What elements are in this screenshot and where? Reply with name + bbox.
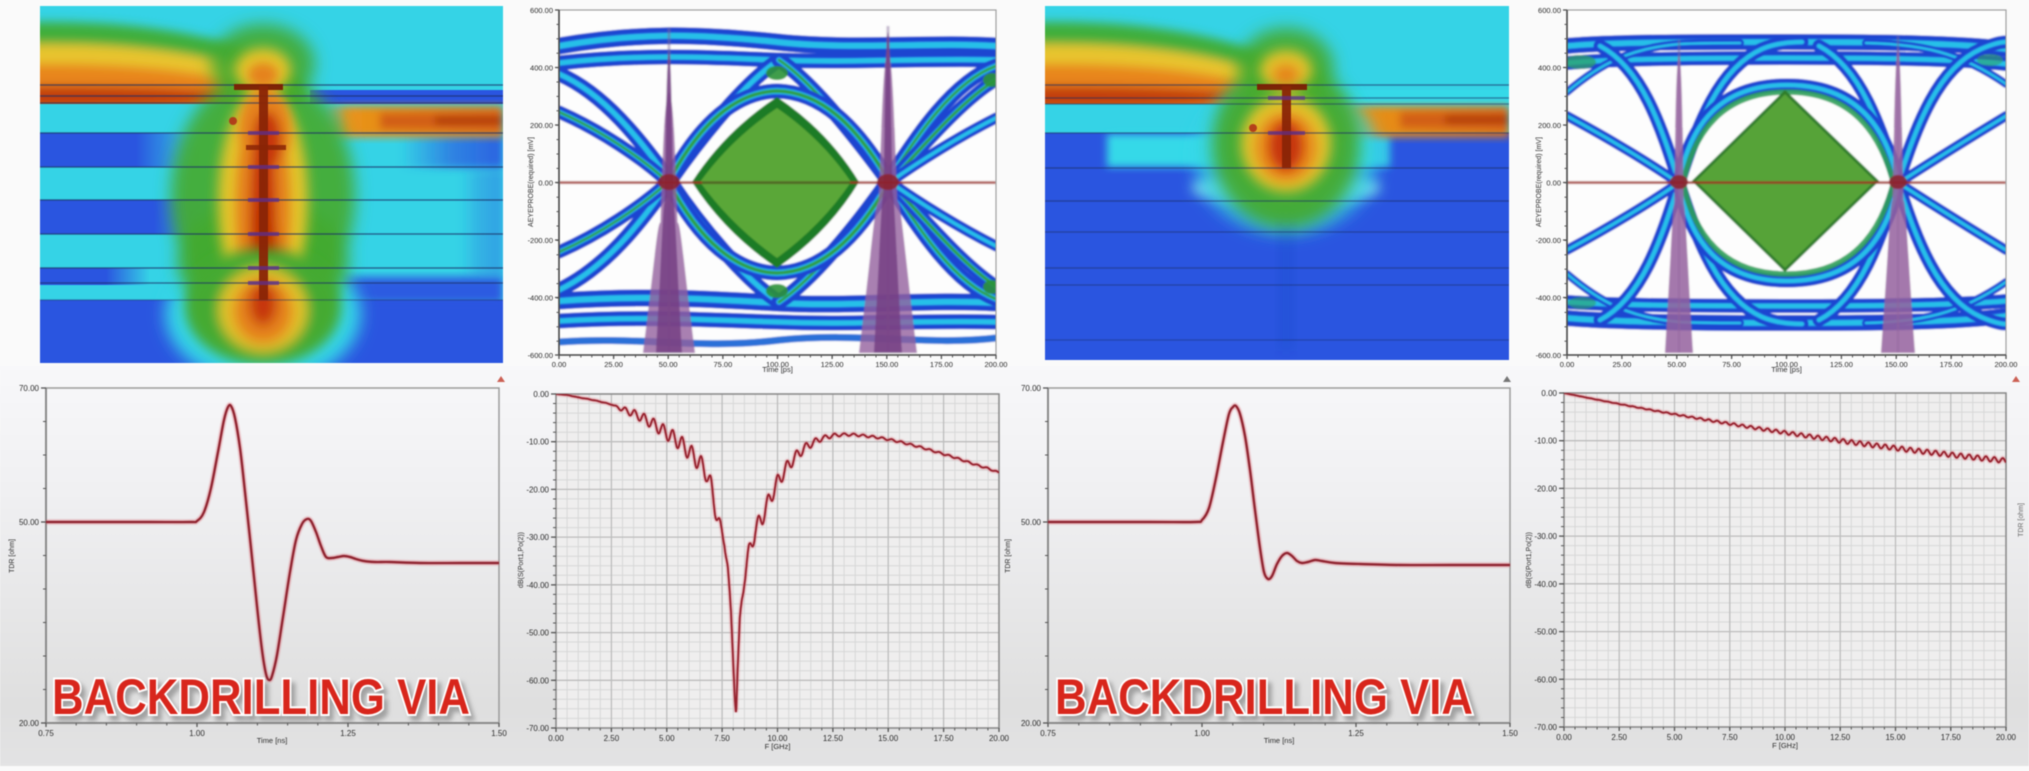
svg-text:0.00: 0.00: [1546, 179, 1561, 188]
svg-text:175.00: 175.00: [930, 360, 953, 369]
svg-text:15.00: 15.00: [1885, 733, 1906, 742]
svg-text:-70.00: -70.00: [526, 724, 549, 733]
svg-text:10.00: 10.00: [1775, 733, 1796, 742]
svg-text:0.00: 0.00: [533, 390, 549, 399]
svg-text:600.00: 600.00: [1538, 6, 1561, 15]
svg-text:5.00: 5.00: [659, 734, 675, 743]
svg-text:0.00: 0.00: [538, 179, 553, 188]
svg-text:-600.00: -600.00: [1536, 351, 1561, 360]
svg-text:dB(S(Port1,Po(2)): dB(S(Port1,Po(2)): [1526, 532, 1533, 588]
svg-text:20.00: 20.00: [19, 719, 40, 728]
svg-text:TDR [ohm]: TDR [ohm]: [2018, 503, 2025, 537]
svg-text:BACKDRILLING VIA: BACKDRILLING VIA: [52, 669, 470, 725]
svg-text:150.00: 150.00: [875, 360, 898, 369]
svg-text:70.00: 70.00: [19, 384, 40, 393]
svg-text:50.00: 50.00: [19, 518, 40, 527]
svg-text:-200.00: -200.00: [528, 236, 553, 245]
svg-text:Time [ns]: Time [ns]: [1264, 736, 1295, 745]
svg-text:F [GHz]: F [GHz]: [765, 742, 791, 751]
svg-text:200.00: 200.00: [1995, 360, 2018, 369]
svg-text:2.50: 2.50: [1611, 733, 1627, 742]
svg-text:125.00: 125.00: [1830, 360, 1853, 369]
svg-text:125.00: 125.00: [821, 360, 844, 369]
svg-text:AEYEPROBE(required) [mV]: AEYEPROBE(required) [mV]: [528, 137, 535, 227]
svg-text:12.50: 12.50: [823, 734, 844, 743]
svg-text:-50.00: -50.00: [1534, 628, 1557, 637]
svg-text:BACKDRILLING VIA: BACKDRILLING VIA: [1055, 669, 1473, 725]
svg-text:75.00: 75.00: [714, 360, 733, 369]
svg-text:1.50: 1.50: [1502, 729, 1518, 738]
svg-text:0.00: 0.00: [548, 734, 564, 743]
svg-text:100.00: 100.00: [766, 360, 789, 369]
svg-text:1.00: 1.00: [189, 729, 205, 738]
svg-text:15.00: 15.00: [878, 734, 899, 743]
svg-text:0.00: 0.00: [1541, 389, 1557, 398]
svg-text:100.00: 100.00: [1775, 360, 1798, 369]
svg-text:75.00: 75.00: [1722, 360, 1741, 369]
svg-text:200.00: 200.00: [530, 121, 553, 130]
svg-text:-50.00: -50.00: [526, 629, 549, 638]
svg-text:-40.00: -40.00: [526, 581, 549, 590]
svg-text:-30.00: -30.00: [526, 533, 549, 542]
svg-text:-40.00: -40.00: [1534, 580, 1557, 589]
svg-text:-60.00: -60.00: [526, 676, 549, 685]
svg-text:10.00: 10.00: [767, 734, 788, 743]
svg-text:-400.00: -400.00: [528, 294, 553, 303]
svg-text:1.00: 1.00: [1194, 729, 1210, 738]
svg-text:0.00: 0.00: [552, 360, 567, 369]
svg-text:25.00: 25.00: [1613, 360, 1632, 369]
svg-text:dB(S(Port1,Po(2)): dB(S(Port1,Po(2)): [518, 532, 525, 588]
svg-text:-10.00: -10.00: [1534, 437, 1557, 446]
svg-text:-10.00: -10.00: [526, 438, 549, 447]
svg-text:400.00: 400.00: [1538, 64, 1561, 73]
svg-text:5.00: 5.00: [1667, 733, 1683, 742]
svg-text:20.00: 20.00: [1996, 733, 2017, 742]
svg-text:17.50: 17.50: [1941, 733, 1962, 742]
svg-text:20.00: 20.00: [1021, 719, 1042, 728]
svg-text:-200.00: -200.00: [1536, 236, 1561, 245]
svg-text:175.00: 175.00: [1940, 360, 1963, 369]
svg-text:1.25: 1.25: [1348, 729, 1364, 738]
svg-text:-70.00: -70.00: [1534, 723, 1557, 732]
svg-text:0.00: 0.00: [1560, 360, 1575, 369]
svg-text:150.00: 150.00: [1885, 360, 1908, 369]
svg-text:7.50: 7.50: [1722, 733, 1738, 742]
svg-text:7.50: 7.50: [714, 734, 730, 743]
svg-text:Time [ps]: Time [ps]: [762, 365, 793, 374]
svg-text:0.75: 0.75: [38, 729, 54, 738]
svg-text:-400.00: -400.00: [1536, 294, 1561, 303]
svg-text:12.50: 12.50: [1830, 733, 1851, 742]
svg-text:2.50: 2.50: [604, 734, 620, 743]
svg-text:200.00: 200.00: [1538, 121, 1561, 130]
svg-text:AEYEPROBE(required) [mV]: AEYEPROBE(required) [mV]: [1536, 137, 1543, 227]
svg-text:1.50: 1.50: [491, 729, 507, 738]
svg-text:200.00: 200.00: [985, 360, 1008, 369]
svg-text:TDR [ohm]: TDR [ohm]: [1005, 539, 1012, 573]
svg-text:-60.00: -60.00: [1534, 675, 1557, 684]
svg-text:400.00: 400.00: [530, 64, 553, 73]
svg-text:-30.00: -30.00: [1534, 532, 1557, 541]
svg-text:600.00: 600.00: [530, 6, 553, 15]
svg-text:20.00: 20.00: [989, 734, 1010, 743]
svg-text:50.00: 50.00: [659, 360, 678, 369]
svg-text:-20.00: -20.00: [526, 485, 549, 494]
svg-text:-20.00: -20.00: [1534, 484, 1557, 493]
svg-text:F [GHz]: F [GHz]: [1772, 741, 1798, 750]
svg-text:Time [ns]: Time [ns]: [257, 736, 288, 745]
svg-text:TDR [ohm]: TDR [ohm]: [9, 539, 16, 573]
svg-text:70.00: 70.00: [1021, 384, 1042, 393]
svg-text:50.00: 50.00: [1021, 518, 1042, 527]
svg-text:0.00: 0.00: [1556, 733, 1572, 742]
svg-text:-600.00: -600.00: [528, 351, 553, 360]
svg-text:17.50: 17.50: [934, 734, 955, 743]
svg-text:0.75: 0.75: [1040, 729, 1056, 738]
svg-text:Time [ps]: Time [ps]: [1771, 365, 1802, 374]
svg-text:1.25: 1.25: [340, 729, 356, 738]
svg-text:50.00: 50.00: [1667, 360, 1686, 369]
svg-text:25.00: 25.00: [604, 360, 623, 369]
